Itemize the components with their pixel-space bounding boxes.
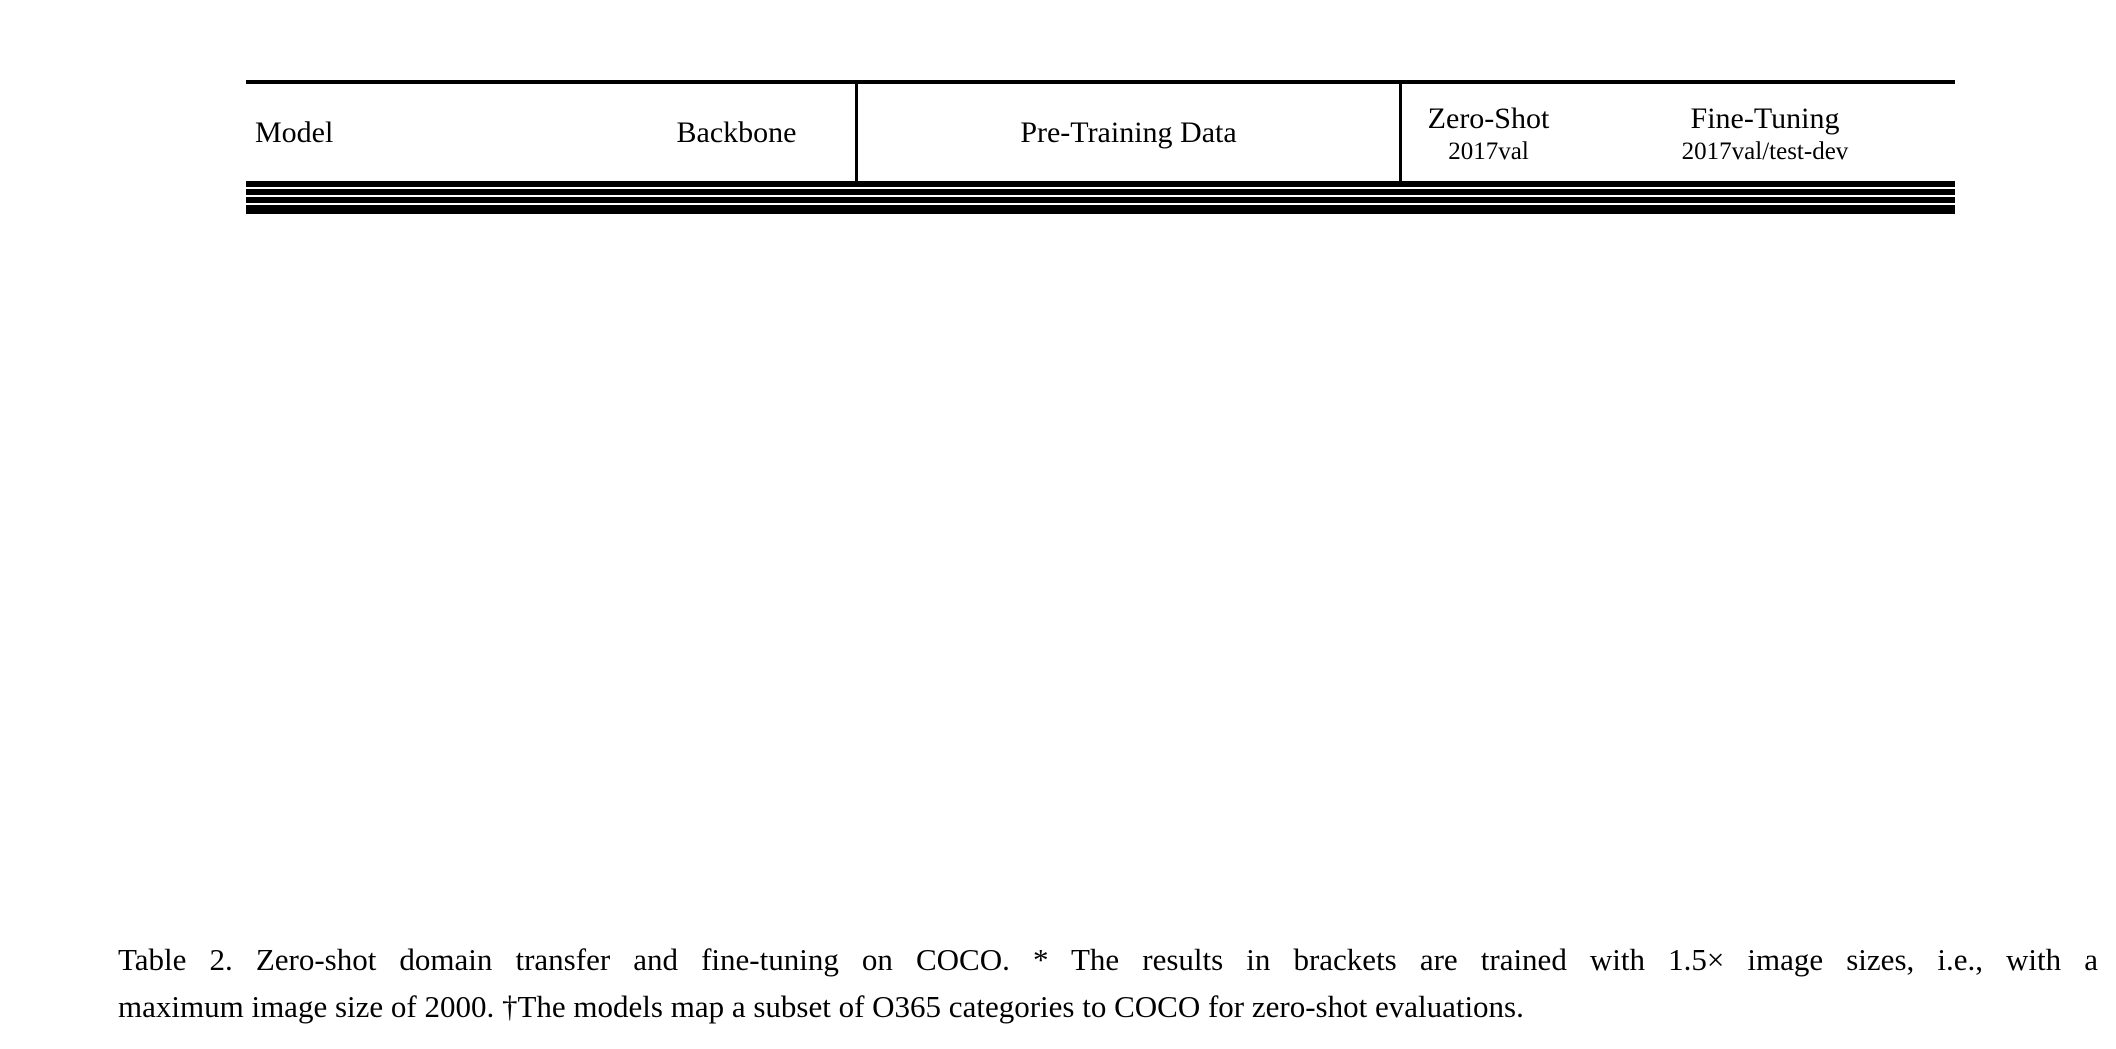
table-caption: Table 2. Zero-shot domain transfer and f…: [118, 936, 2098, 1030]
header-model: Model: [255, 115, 334, 149]
table-section: [246, 192, 1955, 200]
table-section: [246, 184, 1955, 192]
header-backbone: Backbone: [626, 84, 855, 181]
results-table: Model Backbone Pre-Training Data Zero-Sh…: [246, 80, 1955, 214]
header-pretraining-data: Pre-Training Data: [855, 84, 1399, 181]
caption-line-2: maximum image size of 2000. †The models …: [118, 989, 1524, 1024]
header-zero-shot: Zero-Shot 2017val: [1399, 84, 1575, 181]
header-fine-tuning: Fine-Tuning 2017val/test-dev: [1575, 84, 1955, 181]
header-fine-tuning-title: Fine-Tuning: [1690, 101, 1840, 135]
header-zero-shot-title: Zero-Shot: [1427, 101, 1550, 135]
header-zero-shot-subtitle: 2017val: [1448, 137, 1529, 165]
table-header-row: Model Backbone Pre-Training Data Zero-Sh…: [246, 84, 1955, 184]
table-body: [246, 184, 1955, 214]
header-fine-tuning-subtitle: 2017val/test-dev: [1681, 137, 1849, 165]
table-section: [246, 200, 1955, 208]
caption-line-1: Table 2. Zero-shot domain transfer and f…: [118, 942, 2098, 977]
